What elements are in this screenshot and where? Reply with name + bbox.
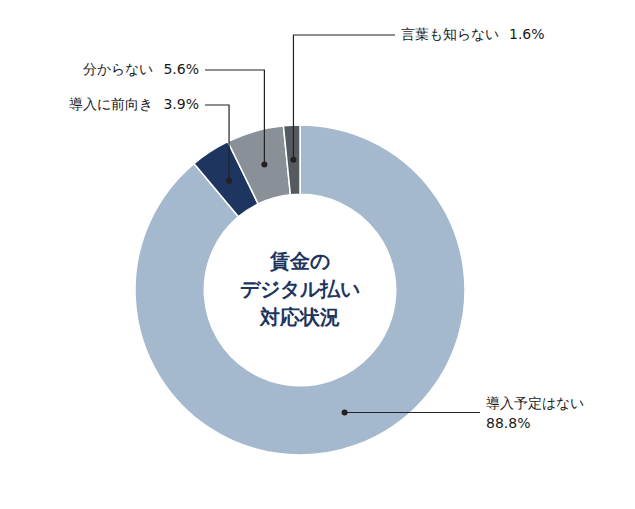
center-label: デジタル払い (240, 277, 360, 301)
data-label: 88.8% (486, 415, 530, 431)
slice-label: 言葉も知らない 1.6% (401, 26, 545, 42)
slice-label: 導入に前向き 3.9% (69, 96, 199, 112)
data-label: 3.9% (163, 96, 199, 112)
category-label: 言葉も知らない (401, 26, 499, 42)
leader-line (345, 412, 480, 413)
leader-dot (342, 409, 348, 415)
slice (283, 125, 300, 195)
data-label: 1.6% (509, 26, 545, 42)
category-label: 分からない (83, 61, 153, 77)
center-label: 賃金の (269, 249, 330, 273)
labels: 導入予定はない 88.8% 導入に前向き 3.9% 分からない 5.6% 言葉も知らない 1.… (69, 26, 584, 431)
leader-line (205, 105, 229, 181)
slice-label: 分からない 5.6% (83, 61, 199, 77)
category-label: 導入に前向き (69, 96, 153, 112)
leader-dot (290, 157, 296, 163)
slice (135, 125, 465, 455)
leader-line (293, 35, 395, 160)
leader-line (205, 70, 264, 165)
slices (135, 125, 465, 455)
slice (228, 126, 291, 204)
data-label: 5.6% (163, 61, 199, 77)
leader-dot (261, 162, 267, 168)
center-label: 対応状況 (259, 305, 340, 329)
category-label: 導入予定はない (486, 395, 584, 411)
chart: 賃金のデジタル払い対応状況導入予定はない 88.8% 導入に前向き 3.9% 分からない… (0, 0, 635, 509)
center-text: 賃金のデジタル払い対応状況 (240, 249, 360, 329)
leader-dot (226, 178, 232, 184)
